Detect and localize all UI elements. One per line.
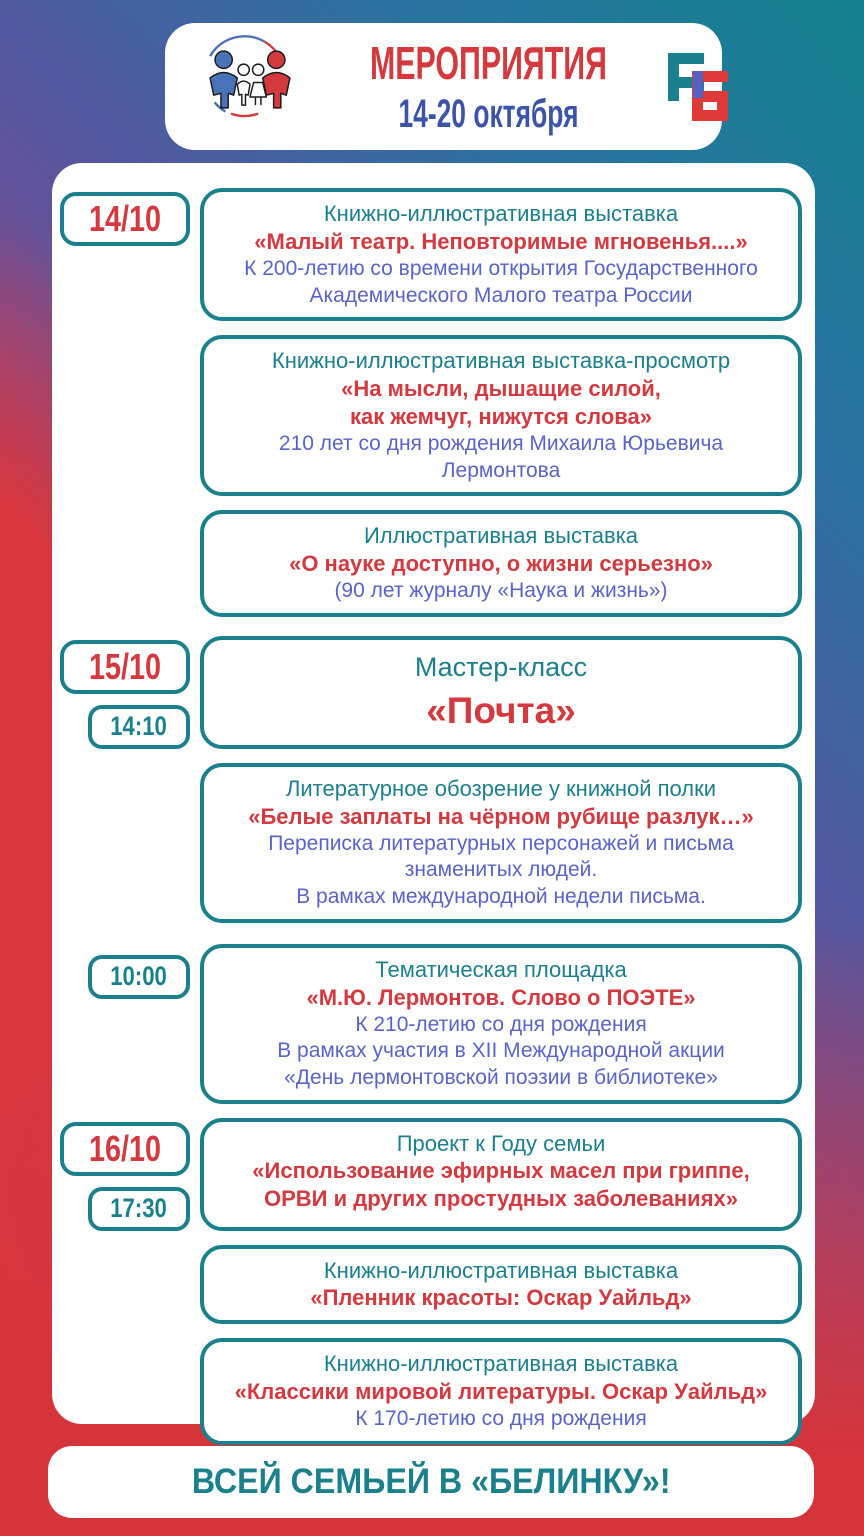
event-row: Книжно-иллюстративная выставка «Пленник … <box>60 1244 802 1325</box>
event-title: Книжно-иллюстративная выставка-просмотр <box>271 348 731 374</box>
schedule-card: 14/10 Книжно-иллюстративная выставка «Ма… <box>52 163 815 1445</box>
event-row: 10:00 Тематическая площадка «М.Ю. Лермон… <box>60 943 802 1104</box>
badge-gutter <box>60 763 200 923</box>
event-highlight-line: «Классики мировой литературы. Оскар Уайл… <box>234 1379 768 1405</box>
event-row: 16/10 17:30 Проект к Году семьи «Использ… <box>60 1117 802 1231</box>
event-row: Литературное обозрение у книжной полки «… <box>60 762 802 923</box>
event-card: Книжно-иллюстративная выставка «Классики… <box>200 1338 802 1445</box>
belinka-logo-icon <box>667 52 728 121</box>
date-badge: 14/10 <box>60 192 190 246</box>
event-row: Книжно-иллюстративная выставка «Классики… <box>60 1338 802 1445</box>
poster-title: МЕРОПРИЯТИЯ <box>370 37 607 89</box>
event-title: Книжно-иллюстративная выставка <box>323 201 679 226</box>
time-badge-label: 17:30 <box>110 1193 168 1224</box>
time-badge-label: 10:00 <box>110 961 168 992</box>
event-highlight-line: «На мысли, дышащие силой, <box>341 376 661 402</box>
event-highlight-line: «Пленник красоты: Оскар Уайльд» <box>310 1285 692 1311</box>
event-highlight-line: «М.Ю. Лермонтов. Слово о ПОЭТЕ» <box>306 984 696 1010</box>
event-card: Проект к Году семьи «Использование эфирн… <box>200 1117 802 1231</box>
date-badge-label: 14/10 <box>88 198 162 239</box>
event-highlight-line: «Использование эфирных масел при гриппе, <box>252 1158 750 1184</box>
badge-gutter: 15/10 14:10 <box>60 636 200 749</box>
date-badge: 15/10 <box>60 639 190 694</box>
event-row: Иллюстративная выставка «О науке доступн… <box>60 510 802 617</box>
event-card: Книжно-иллюстративная выставка-просмотр … <box>200 335 802 497</box>
event-desc-line: В рамках участия в XII Международной акц… <box>277 1039 725 1063</box>
event-title: Книжно-иллюстративная выставка <box>323 1351 679 1377</box>
event-highlight-line: «Почта» <box>426 689 576 731</box>
event-row: 14/10 Книжно-иллюстративная выставка «Ма… <box>60 188 802 322</box>
event-desc-line: Переписка литературных персонажей и пись… <box>268 831 734 882</box>
event-desc-line: (90 лет журналу «Наука и жизнь») <box>334 579 668 603</box>
date-badge-label: 15/10 <box>88 645 162 687</box>
event-desc-line: «День лермонтовской поэзии в библиотеке» <box>284 1065 718 1089</box>
poster-date-range: 14-20 октября <box>398 92 579 136</box>
event-card: Литературное обозрение у книжной полки «… <box>200 762 802 923</box>
event-highlight-line: «Малый театр. Неповторимые мгновенья....… <box>254 228 748 254</box>
event-highlight-line: «О науке доступно, о жизни серьезно» <box>289 551 713 577</box>
event-title: Проект к Году семьи <box>396 1130 606 1156</box>
badge-gutter <box>60 335 200 496</box>
header-card: МЕРОПРИЯТИЯ 14-20 октября <box>165 23 728 150</box>
footer-text: ВСЕЙ СЕМЬЕЙ В «БЕЛИНКУ»! <box>191 1462 671 1501</box>
event-desc-line: Академического Малого театра России <box>309 283 693 307</box>
event-title: Мастер-класс <box>414 651 588 682</box>
event-desc-line: К 170-летию со дня рождения <box>355 1407 647 1431</box>
event-title: Книжно-иллюстративная выставка <box>323 1257 679 1283</box>
event-title: Иллюстративная выставка <box>363 523 639 549</box>
footer-banner: ВСЕЙ СЕМЬЕЙ В «БЕЛИНКУ»! <box>48 1446 814 1518</box>
date-badge-label: 16/10 <box>88 1127 162 1169</box>
badge-gutter <box>60 510 200 617</box>
time-badge-label: 14:10 <box>110 711 168 742</box>
event-card: Мастер-класс «Почта» <box>200 635 802 749</box>
badge-gutter: 16/10 17:30 <box>60 1118 200 1231</box>
event-highlight-line: как жемчуг, нижутся слова» <box>349 404 652 430</box>
event-title: Литературное обозрение у книжной полки <box>285 775 717 801</box>
event-desc-line: В рамках международной недели письма. <box>296 885 706 909</box>
event-highlight-line: ОРВИ и других простудных заболеваниях» <box>264 1186 738 1212</box>
event-desc-line: 210 лет со дня рождения Михаила Юрьевича… <box>278 432 724 482</box>
event-card: Тематическая площадка «М.Ю. Лермонтов. С… <box>200 943 802 1104</box>
event-row: 15/10 14:10 Мастер-класс «Почта» <box>60 635 802 749</box>
time-badge: 14:10 <box>88 704 190 749</box>
event-card: Книжно-иллюстративная выставка «Малый те… <box>200 188 802 322</box>
event-title: Тематическая площадка <box>375 956 627 982</box>
badge-gutter: 10:00 <box>60 944 200 1104</box>
family-circle-icon <box>191 34 309 139</box>
badge-gutter <box>60 1338 200 1445</box>
time-badge: 10:00 <box>88 954 190 999</box>
badge-gutter: 14/10 <box>60 188 200 321</box>
time-badge: 17:30 <box>88 1186 190 1231</box>
event-row: Книжно-иллюстративная выставка-просмотр … <box>60 335 802 497</box>
event-desc-line: К 210-летию со дня рождения <box>355 1012 647 1036</box>
event-card: Иллюстративная выставка «О науке доступн… <box>200 510 802 617</box>
event-highlight-line: «Белые заплаты на чёрном рубище разлук…» <box>248 803 754 829</box>
badge-gutter <box>60 1245 200 1325</box>
event-desc-line: К 200-летию со времени открытия Государс… <box>244 256 758 280</box>
date-badge: 16/10 <box>60 1121 190 1176</box>
header-titles: МЕРОПРИЯТИЯ 14-20 октября <box>309 36 668 137</box>
event-card: Книжно-иллюстративная выставка «Пленник … <box>200 1244 802 1325</box>
